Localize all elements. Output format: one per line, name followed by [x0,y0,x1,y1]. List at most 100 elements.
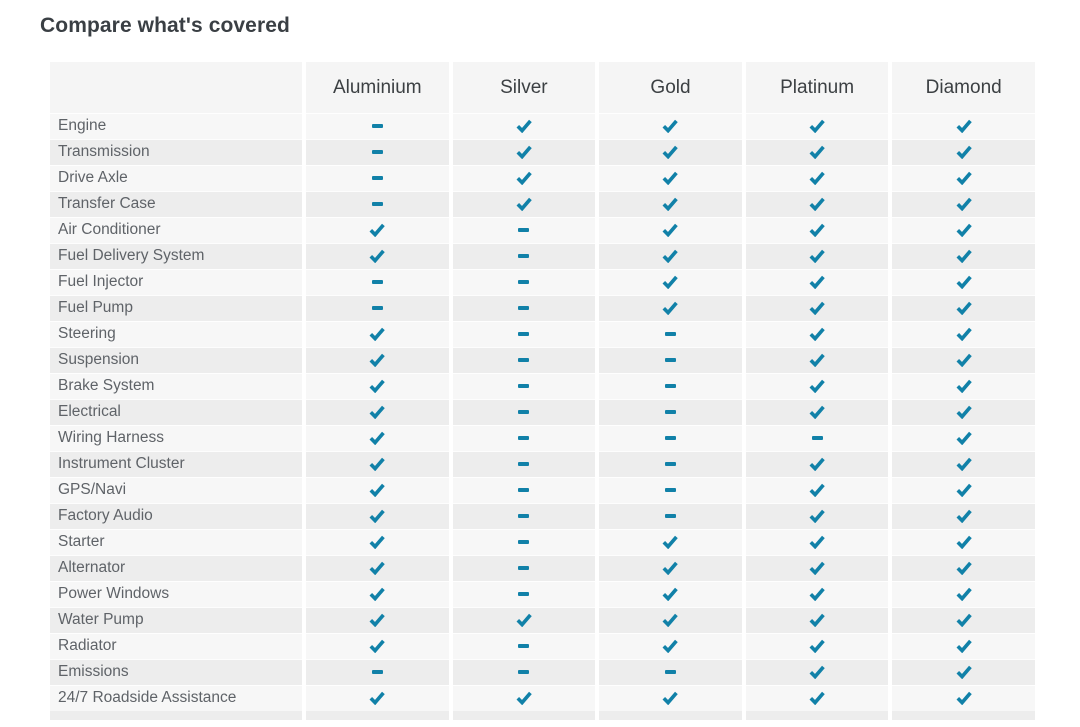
row-label: Drive Axle [58,169,128,186]
check-icon [809,119,825,133]
coverage-cell [892,191,1035,217]
dash-icon [371,306,383,310]
footer-band-cell [599,711,742,720]
dash-icon [518,644,530,648]
column-header-platinum: Platinum [745,62,889,113]
coverage-cell [452,347,596,373]
row-label: Electrical [58,403,121,420]
check-icon [809,613,825,627]
coverage-cell [599,217,742,243]
dash-icon [371,670,383,674]
check-icon [809,561,825,575]
coverage-cell [599,321,742,347]
check-icon [809,197,825,211]
check-icon [662,249,679,263]
coverage-cell [306,607,449,633]
coverage-cell [599,633,742,659]
table-row: Alternator [50,555,1035,581]
table-row: Steering [50,321,1035,347]
coverage-cell [892,425,1035,451]
check-icon [369,431,386,445]
dash-icon [518,592,530,596]
check-icon [369,223,386,237]
coverage-cell [306,581,449,607]
check-icon [956,587,972,601]
check-icon [956,223,972,237]
check-icon [809,639,825,653]
check-icon [369,561,386,575]
coverage-cell [306,295,449,321]
coverage-cell [892,269,1035,295]
row-label: Power Windows [58,585,170,602]
table-row: Electrical [50,399,1035,425]
column-header-silver: Silver [452,62,596,113]
table-body: Engine Transmission Drive Axle Transfer Cas… [50,113,1035,711]
coverage-cell [892,555,1035,581]
row-label: Fuel Delivery System [58,247,205,264]
coverage-cell [745,607,889,633]
row-label-cell: Fuel Injector [50,269,302,295]
coverage-cell [745,113,889,139]
check-icon [516,119,532,133]
coverage-cell [599,165,742,191]
check-icon [662,613,679,627]
coverage-cell [892,633,1035,659]
table-header-row: Aluminium Silver Gold Platinum Diamond [50,62,1035,113]
row-label-cell: Fuel Delivery System [50,243,302,269]
check-icon [369,405,386,419]
coverage-cell [306,347,449,373]
check-icon [516,197,532,211]
dash-icon [664,384,676,388]
row-label-cell: Drive Axle [50,165,302,191]
coverage-cell [452,503,596,529]
coverage-cell [745,321,889,347]
check-icon [809,145,825,159]
coverage-cell [892,373,1035,399]
check-icon [956,613,972,627]
dash-icon [518,306,530,310]
dash-icon [518,332,530,336]
row-label-cell: Transfer Case [50,191,302,217]
dash-icon [371,280,383,284]
check-icon [809,405,825,419]
check-icon [369,613,386,627]
coverage-cell [306,269,449,295]
page-title: Compare what's covered [40,14,290,37]
table-footer-band [50,711,1035,720]
coverage-cell [306,685,449,711]
coverage-cell [306,321,449,347]
check-icon [809,665,825,679]
check-icon [516,613,532,627]
table-row: Factory Audio [50,503,1035,529]
row-label-cell: Water Pump [50,607,302,633]
coverage-cell [452,217,596,243]
row-label: Engine [58,117,107,134]
check-icon [956,197,972,211]
dash-icon [518,254,530,258]
coverage-cell [892,451,1035,477]
check-icon [956,145,972,159]
coverage-cell [745,659,889,685]
row-label: Transmission [58,143,150,160]
dash-icon [518,670,530,674]
coverage-cell [306,217,449,243]
coverage-cell [306,451,449,477]
dash-icon [518,384,530,388]
dash-icon [664,670,676,674]
row-label-cell: Power Windows [50,581,302,607]
coverage-cell [599,659,742,685]
check-icon [369,587,386,601]
row-label-cell: Wiring Harness [50,425,302,451]
check-icon [956,639,972,653]
row-label-cell: Suspension [50,347,302,373]
coverage-cell [745,269,889,295]
check-icon [809,457,825,471]
coverage-cell [892,607,1035,633]
coverage-cell [892,477,1035,503]
check-icon [809,379,825,393]
coverage-cell [892,581,1035,607]
coverage-cell [599,139,742,165]
check-icon [369,457,386,471]
coverage-cell [599,555,742,581]
coverage-cell [745,581,889,607]
